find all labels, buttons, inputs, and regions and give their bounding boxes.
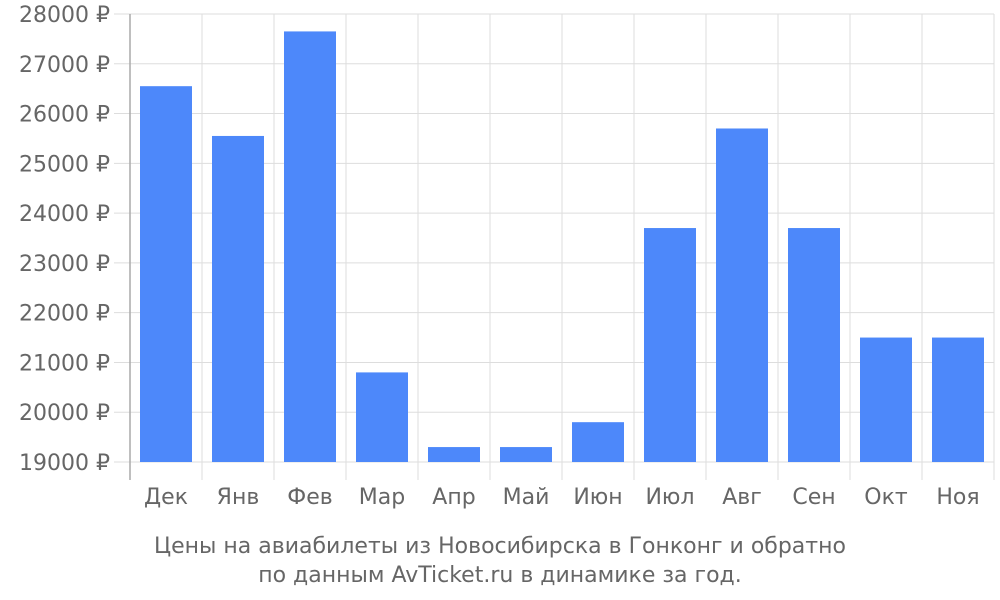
x-tick-label: Апр xyxy=(432,485,475,510)
x-tick-label: Ноя xyxy=(936,485,979,510)
y-tick-label: 19000 ₽ xyxy=(19,451,110,476)
x-tick-label: Дек xyxy=(144,485,188,510)
x-tick-label: Фев xyxy=(287,485,332,510)
y-tick-label: 24000 ₽ xyxy=(19,202,110,227)
y-tick-label: 28000 ₽ xyxy=(19,3,110,28)
bar-6 xyxy=(572,422,624,462)
y-tick-label: 27000 ₽ xyxy=(19,53,110,78)
y-tick-label: 22000 ₽ xyxy=(19,302,110,327)
x-tick-label: Июл xyxy=(645,485,694,510)
x-tick-label: Окт xyxy=(864,485,908,510)
y-tick-label: 25000 ₽ xyxy=(19,152,110,177)
bar-10 xyxy=(860,337,912,462)
bar-11 xyxy=(932,337,984,462)
x-tick-label: Авг xyxy=(722,485,762,510)
x-tick-label: Июн xyxy=(573,485,622,510)
bar-4 xyxy=(428,447,480,462)
bar-0 xyxy=(140,86,192,462)
bar-9 xyxy=(788,228,840,462)
chart-title: Цены на авиабилеты из Новосибирска в Гон… xyxy=(154,534,846,559)
bar-7 xyxy=(644,228,696,462)
y-tick-label: 23000 ₽ xyxy=(19,252,110,277)
y-tick-label: 21000 ₽ xyxy=(19,351,110,376)
x-tick-label: Май xyxy=(503,485,550,510)
x-tick-label: Мар xyxy=(359,485,405,510)
x-tick-label: Янв xyxy=(217,485,260,510)
bar-3 xyxy=(356,372,408,462)
bar-5 xyxy=(500,447,552,462)
y-tick-label: 20000 ₽ xyxy=(19,401,110,426)
bars xyxy=(140,31,984,463)
y-tick-label: 26000 ₽ xyxy=(19,103,110,128)
bar-1 xyxy=(212,135,264,462)
bar-8 xyxy=(716,128,768,462)
bar-2 xyxy=(284,31,336,463)
chart-subtitle: по данным AvTicket.ru в динамике за год. xyxy=(258,563,742,588)
x-tick-labels: Дек Янв Фев Мар Апр Май Июн Июл Авг Сен Окт Ноя xyxy=(144,485,980,510)
x-tick-label: Сен xyxy=(792,485,835,510)
y-tick-labels: 19000 ₽ 20000 ₽ 21000 ₽ 22000 ₽ 23000 ₽ 24000… xyxy=(19,3,110,476)
